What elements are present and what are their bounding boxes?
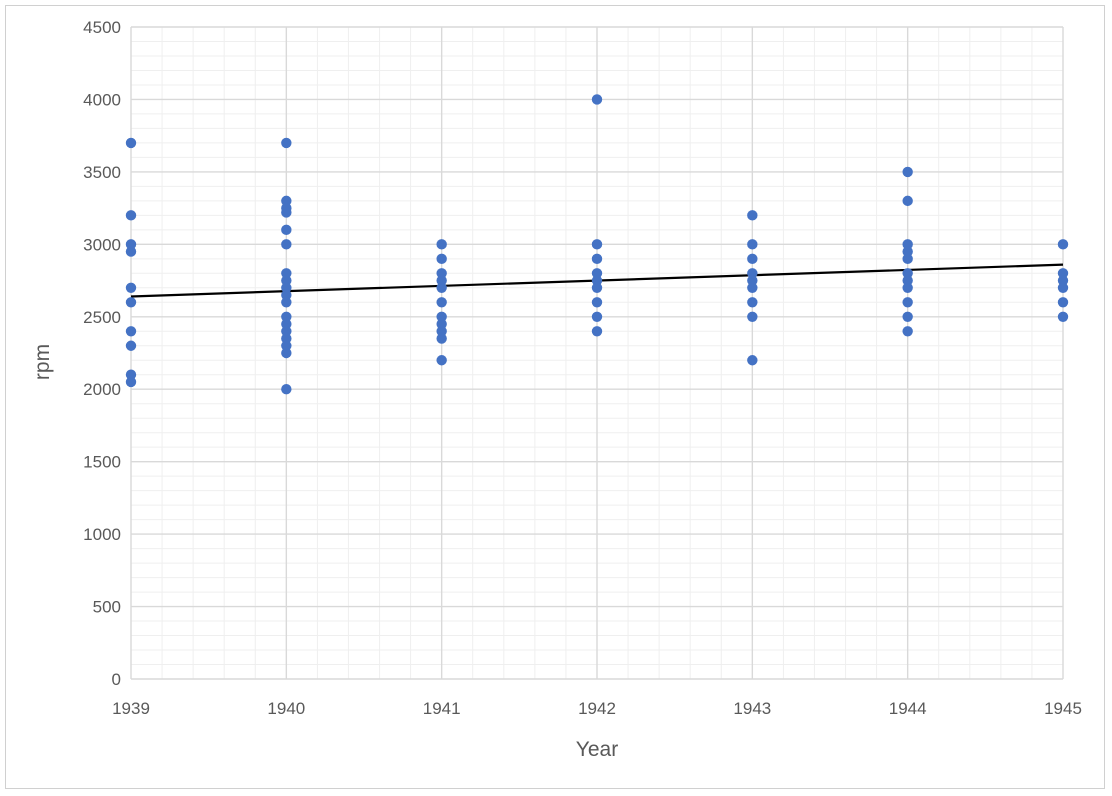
data-point bbox=[436, 318, 447, 330]
data-point bbox=[281, 289, 292, 301]
data-point bbox=[1057, 282, 1069, 293]
data-point bbox=[747, 275, 758, 286]
data-point bbox=[902, 268, 913, 279]
data-point bbox=[591, 311, 603, 322]
data-point bbox=[281, 275, 292, 286]
y-tick-label: 1000 bbox=[83, 525, 121, 544]
data-point bbox=[747, 239, 758, 250]
data-point bbox=[125, 369, 137, 380]
data-point bbox=[125, 246, 137, 257]
data-point bbox=[125, 326, 137, 337]
data-point bbox=[281, 297, 292, 308]
data-point bbox=[591, 253, 603, 265]
data-point bbox=[281, 347, 292, 359]
data-point bbox=[436, 311, 447, 322]
data-point bbox=[125, 297, 137, 308]
data-point bbox=[125, 239, 137, 250]
data-point bbox=[591, 297, 603, 308]
data-point bbox=[591, 326, 603, 337]
data-point bbox=[125, 376, 137, 388]
x-axis-title: Year bbox=[576, 738, 618, 761]
major-gridlines bbox=[130, 26, 1064, 680]
x-tick-label: 1942 bbox=[578, 699, 616, 718]
data-point bbox=[902, 166, 913, 178]
y-tick-label: 1500 bbox=[83, 453, 121, 472]
data-point bbox=[436, 326, 447, 337]
y-axis-tick-labels: 0 500 1000 1500 2000 2500 3000 3500 4000 4500 bbox=[83, 18, 121, 689]
data-point bbox=[902, 239, 913, 250]
data-point bbox=[747, 210, 758, 221]
data-point bbox=[281, 384, 292, 395]
y-tick-label: 2000 bbox=[83, 380, 121, 399]
data-point bbox=[436, 239, 447, 250]
data-point bbox=[591, 94, 603, 105]
data-point bbox=[281, 318, 292, 330]
data-point bbox=[281, 333, 292, 344]
x-tick-label: 1944 bbox=[889, 699, 927, 718]
x-tick-label: 1943 bbox=[733, 699, 771, 718]
data-point bbox=[1057, 311, 1069, 322]
data-point bbox=[747, 268, 758, 279]
y-tick-label: 2500 bbox=[83, 308, 121, 327]
data-point bbox=[747, 297, 758, 308]
y-tick-label: 500 bbox=[93, 598, 121, 617]
data-point bbox=[902, 275, 913, 286]
data-point bbox=[902, 195, 913, 207]
data-point bbox=[902, 253, 913, 265]
y-tick-label: 4500 bbox=[83, 18, 121, 37]
chart-frame bbox=[5, 5, 1105, 789]
x-tick-label: 1939 bbox=[112, 699, 150, 718]
y-tick-label: 4000 bbox=[83, 90, 121, 109]
data-point bbox=[436, 282, 447, 293]
data-points bbox=[125, 94, 1069, 395]
data-point bbox=[1057, 275, 1069, 286]
data-point bbox=[1057, 268, 1069, 279]
data-point bbox=[281, 224, 292, 236]
y-tick-label: 0 bbox=[112, 670, 121, 689]
data-point bbox=[436, 333, 447, 344]
y-tick-label: 3500 bbox=[83, 163, 121, 182]
x-tick-label: 1941 bbox=[423, 699, 461, 718]
data-point bbox=[281, 268, 292, 279]
data-point bbox=[436, 253, 447, 265]
data-point bbox=[591, 268, 603, 279]
data-point bbox=[281, 326, 292, 337]
y-tick-label: 3000 bbox=[83, 235, 121, 254]
data-point bbox=[747, 311, 758, 322]
data-point bbox=[281, 239, 292, 250]
data-point bbox=[281, 282, 292, 293]
data-point bbox=[747, 253, 758, 265]
data-point bbox=[902, 311, 913, 322]
data-point bbox=[591, 275, 603, 286]
data-point bbox=[281, 137, 292, 149]
data-point bbox=[591, 282, 603, 293]
data-point bbox=[125, 137, 137, 149]
data-point bbox=[281, 340, 292, 351]
data-point bbox=[436, 355, 447, 366]
data-point bbox=[281, 311, 292, 322]
data-point bbox=[1057, 297, 1069, 308]
x-tick-label: 1940 bbox=[267, 699, 305, 718]
data-point bbox=[591, 239, 603, 250]
data-point bbox=[1057, 239, 1069, 250]
data-point bbox=[747, 355, 758, 366]
data-point bbox=[125, 210, 137, 221]
data-point bbox=[125, 340, 137, 351]
data-point bbox=[902, 297, 913, 308]
data-point bbox=[281, 195, 292, 207]
data-point bbox=[436, 275, 447, 286]
data-point bbox=[436, 297, 447, 308]
data-point bbox=[281, 207, 292, 218]
x-tick-label: 1945 bbox=[1044, 699, 1082, 718]
data-point bbox=[436, 268, 447, 279]
data-point bbox=[902, 326, 913, 337]
x-axis-tick-labels: 1939 1940 1941 1942 1943 1944 1945 bbox=[112, 699, 1082, 718]
y-axis-title: rpm bbox=[31, 344, 54, 380]
data-point bbox=[902, 246, 913, 257]
data-point bbox=[125, 282, 137, 293]
data-point bbox=[747, 282, 758, 293]
data-point bbox=[902, 282, 913, 293]
